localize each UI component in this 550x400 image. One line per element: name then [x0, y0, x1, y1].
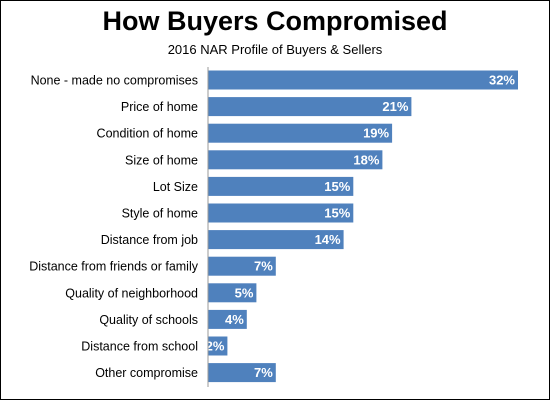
category-label: Other compromise	[95, 366, 198, 380]
bar	[208, 97, 411, 116]
category-label: Condition of home	[97, 127, 199, 141]
bar	[208, 71, 518, 90]
category-label: Style of home	[122, 207, 198, 221]
value-label: 15%	[324, 179, 350, 194]
value-label: 18%	[353, 152, 379, 167]
category-label: Quality of schools	[99, 313, 198, 327]
category-label: Distance from friends or family	[29, 260, 199, 274]
value-label: 4%	[225, 312, 244, 327]
category-label: Lot Size	[153, 180, 198, 194]
value-label: 32%	[489, 73, 515, 88]
value-label: 14%	[315, 232, 341, 247]
value-label: 15%	[324, 206, 350, 221]
category-label: Size of home	[125, 153, 198, 167]
value-label: 19%	[363, 126, 389, 141]
category-label: Quality of neighborhood	[65, 286, 198, 300]
category-label: Price of home	[121, 100, 198, 114]
bars-layer: None - made no compromises 32% Price of ho…	[29, 71, 518, 383]
value-label: 21%	[382, 99, 408, 114]
value-label: 7%	[254, 259, 273, 274]
value-label: 5%	[235, 285, 254, 300]
value-label: 7%	[254, 365, 273, 380]
category-label: Distance from job	[101, 233, 198, 247]
category-label: None - made no compromises	[31, 74, 198, 88]
category-label: Distance from school	[81, 340, 198, 354]
